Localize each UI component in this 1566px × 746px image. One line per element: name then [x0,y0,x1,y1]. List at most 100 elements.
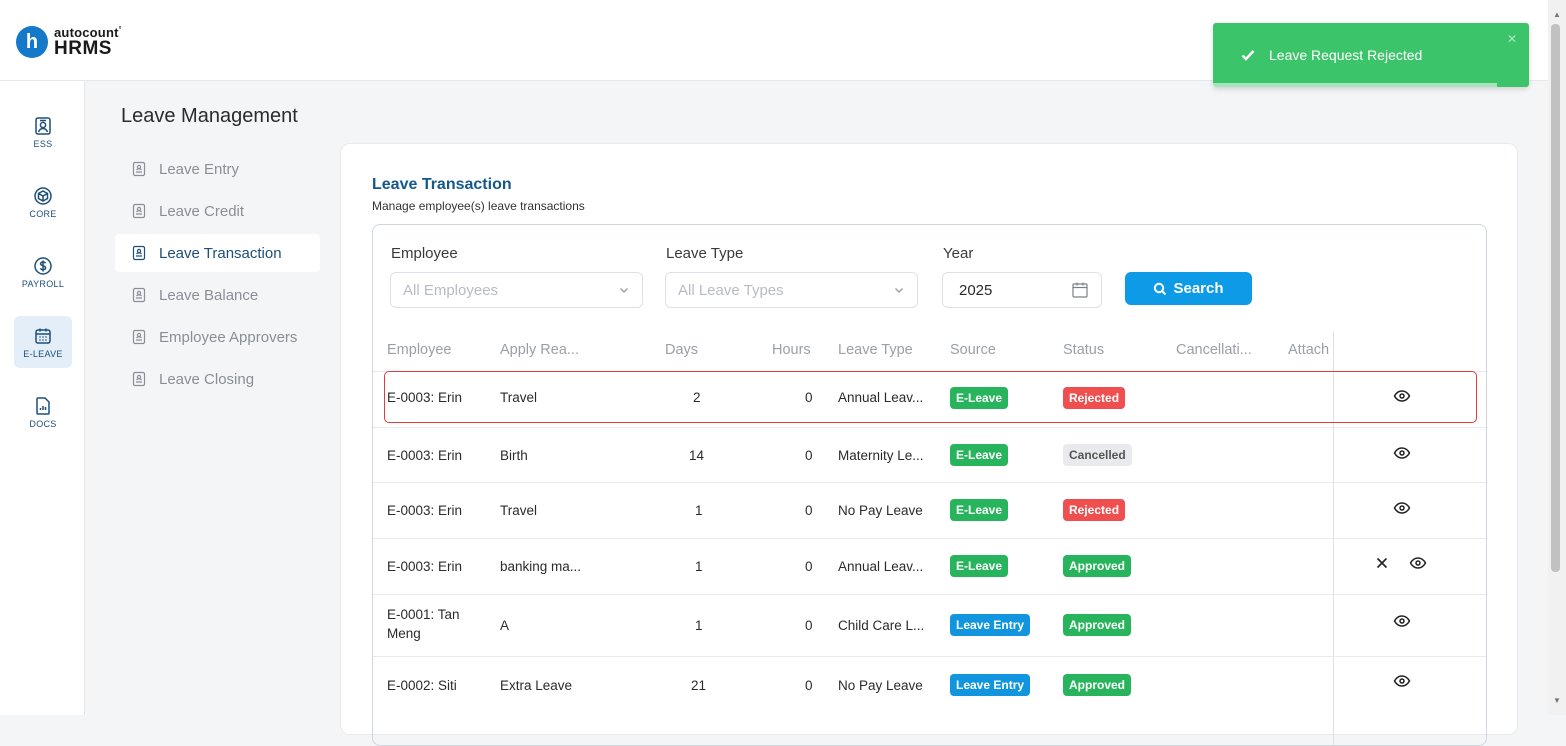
subnav-item-leave-credit[interactable]: Leave Credit [115,192,320,230]
table-row[interactable]: E-0002: Siti Extra Leave 21 0 No Pay Lea… [373,656,1486,713]
eye-icon[interactable] [1393,444,1411,462]
module-rail: ESS CORE PAYROLL E-LEAVE DOCS [0,81,85,715]
cancel-icon[interactable] [1375,556,1389,570]
col-header-employee[interactable]: Employee [387,342,452,358]
success-toast[interactable]: Leave Request Rejected ✕ [1213,23,1529,87]
document-icon [132,287,146,303]
cell-reason: banking ma... [500,559,582,574]
year-field[interactable]: 2025 [942,272,1102,308]
subnav-label: Employee Approvers [159,328,298,346]
year-value: 2025 [959,281,993,299]
cell-hours: 0 [805,448,813,463]
cell-days: 21 [691,678,707,693]
chevron-down-icon [620,288,628,293]
subnav-item-leave-entry[interactable]: Leave Entry [115,150,320,188]
col-header-apply-reason[interactable]: Apply Rea... [500,342,579,358]
rail-label: PAYROLL [21,278,65,289]
cell-leave-type: No Pay Leave [838,503,923,518]
eye-icon[interactable] [1393,672,1411,690]
cell-reason: Birth [500,448,528,463]
source-badge: E-Leave [950,555,1009,577]
status-badge: Rejected [1063,387,1126,409]
col-header-source[interactable]: Source [950,342,996,358]
search-button-label: Search [1173,280,1224,297]
scroll-up-arrow-icon[interactable]: ▲ [1553,10,1561,19]
table-row[interactable]: E-0003: Erin Travel 1 0 No Pay Leave E-L… [373,482,1486,539]
toast-message: Leave Request Rejected [1269,47,1423,63]
leave-type-select-placeholder: All Leave Types [678,281,784,299]
cell-days: 1 [695,559,703,574]
subnav-label: Leave Credit [159,202,245,220]
rail-label: DOCS [29,418,57,429]
search-icon [1154,282,1167,295]
rail-item-ess[interactable]: ESS [14,106,72,158]
source-badge: E-Leave [950,444,1009,466]
source-badge: Leave Entry [950,614,1031,636]
employee-select[interactable]: All Employees [390,272,643,308]
scroll-down-arrow-icon[interactable]: ▼ [1553,696,1561,705]
cell-days: 1 [695,618,703,633]
dollar-icon [34,256,52,275]
rail-item-e-leave[interactable]: E-LEAVE [14,316,72,368]
subnav-label: Leave Closing [159,370,255,388]
cell-employee: E-0002: Siti [387,678,457,693]
rail-item-docs[interactable]: DOCS [14,386,72,438]
cell-reason: Extra Leave [500,678,573,693]
subnav-item-leave-closing[interactable]: Leave Closing [115,360,320,398]
col-header-hours[interactable]: Hours [772,342,811,358]
cell-days: 14 [689,448,705,463]
table-row[interactable]: E-0003: Erin Birth 14 0 Maternity Le... … [373,427,1486,483]
eye-icon[interactable] [1409,554,1427,572]
cell-reason: Travel [500,390,538,405]
app-logo[interactable]: h autocount° HRMS [16,26,122,58]
eye-icon[interactable] [1393,499,1411,517]
source-badge: Leave Entry [950,674,1031,696]
calendar-icon[interactable] [1071,281,1089,299]
subnav-item-employee-approvers[interactable]: Employee Approvers [115,318,320,356]
leave-type-select[interactable]: All Leave Types [665,272,918,308]
col-header-cancellation[interactable]: Cancellati... [1176,342,1252,358]
subnav-label: Leave Transaction [159,244,282,262]
cell-hours: 0 [805,503,813,518]
cell-hours: 0 [805,559,813,574]
rail-item-core[interactable]: CORE [14,176,72,228]
col-header-attachment[interactable]: Attach [1288,342,1330,358]
cell-days: 1 [695,503,703,518]
leave-transaction-card: Leave Transaction Manage employee(s) lea… [340,143,1518,746]
eye-icon[interactable] [1393,387,1411,405]
cube-icon [34,186,52,205]
source-badge: E-Leave [950,387,1009,409]
rail-label: E-LEAVE [23,348,63,359]
cell-hours: 0 [805,618,813,633]
rail-item-payroll[interactable]: PAYROLL [14,246,72,298]
close-icon[interactable]: ✕ [1507,32,1518,46]
source-badge: E-Leave [950,499,1009,521]
chart-document-icon [36,396,50,415]
subnav-item-leave-balance[interactable]: Leave Balance [115,276,320,314]
page-title: Leave Management [121,105,298,127]
logo-mark: h [16,26,48,58]
table-row[interactable]: E-0003: Erin banking ma... 1 0 Annual Le… [373,538,1486,595]
subnav-label: Leave Balance [159,286,259,304]
col-header-status[interactable]: Status [1063,342,1105,358]
rail-label: ESS [33,138,53,149]
scrollbar-thumb[interactable] [1551,24,1560,572]
transactions-panel: Employee All Employees Leave Type All Le… [372,224,1487,746]
chevron-down-icon [895,288,903,293]
table-row[interactable]: E-0003: Erin Travel 2 0 Annual Leav... E… [373,371,1486,427]
card-subtitle: Manage employee(s) leave transactions [372,199,585,213]
check-icon [1241,50,1255,61]
col-header-leave-type[interactable]: Leave Type [838,342,913,358]
id-card-icon [35,116,51,135]
eye-icon[interactable] [1393,612,1411,630]
table-row[interactable]: E-0001: Tan Meng A 1 0 Child Care L... L… [373,594,1486,657]
status-badge: Approved [1063,614,1132,636]
subnav-item-leave-transaction[interactable]: Leave Transaction [115,234,320,272]
year-filter-label: Year [943,245,974,262]
col-header-days[interactable]: Days [665,342,699,358]
document-icon [132,161,146,177]
search-button[interactable]: Search [1125,272,1252,305]
cell-employee: E-0003: Erin [387,448,463,463]
cell-employee: E-0003: Erin [387,503,463,518]
cell-employee: E-0003: Erin [387,390,463,405]
